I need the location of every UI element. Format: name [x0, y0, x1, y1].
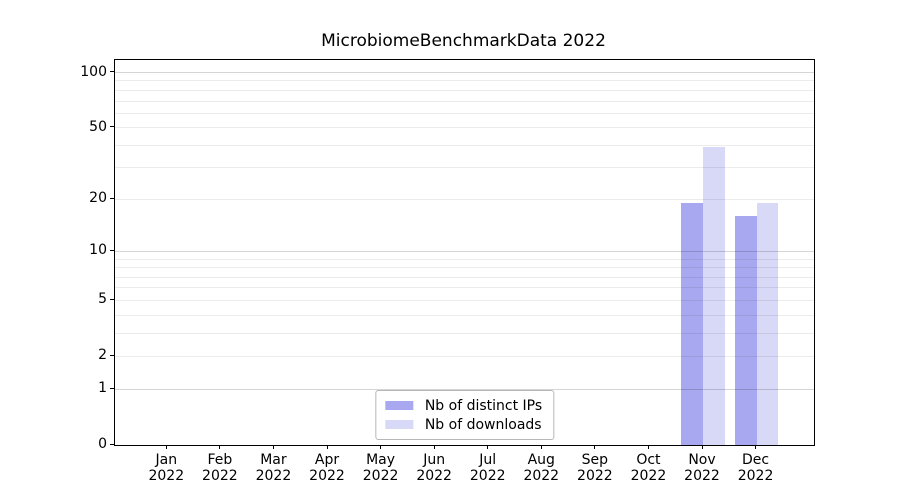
x-tick-jan [165, 445, 167, 449]
y-tick-label-5: 5 [98, 291, 107, 308]
gridline-minor-3 [115, 332, 814, 334]
gridline-minor-30 [115, 167, 814, 169]
gridlines-layer [115, 60, 814, 445]
legend-swatch-downloads [384, 420, 413, 429]
y-tick-100 [110, 71, 114, 73]
x-tick-label-jul: Jul 2022 [469, 452, 506, 484]
x-tick-mar [272, 445, 274, 449]
gridline-minor-70 [115, 100, 814, 102]
legend-label-downloads: Nb of downloads [424, 416, 542, 433]
y-tick-5 [110, 298, 114, 300]
gridline-major-100 [115, 72, 814, 74]
x-tick-may [380, 445, 382, 449]
x-tick-jul [487, 445, 489, 449]
x-tick-label-jan: Jan 2022 [148, 452, 185, 484]
plot-area: Nb of distinct IPs Nb of downloads [114, 59, 815, 446]
x-tick-aug [540, 445, 542, 449]
x-tick-label-aug: Aug 2022 [523, 452, 560, 484]
x-tick-apr [326, 445, 328, 449]
y-tick-label-1: 1 [98, 380, 107, 397]
gridline-minor-6 [115, 287, 814, 289]
gridline-major-10 [115, 251, 814, 252]
x-tick-label-oct: Oct 2022 [630, 452, 667, 484]
x-tick-label-mar: Mar 2022 [255, 452, 292, 484]
gridline-minor-4 [115, 314, 814, 316]
x-tick-label-nov: Nov 2022 [684, 452, 720, 484]
x-tick-label-may: May 2022 [362, 452, 399, 484]
legend-label-distinct-ips: Nb of distinct IPs [424, 397, 543, 414]
bar-nov-distinct-ips [681, 203, 703, 445]
y-tick-label-0: 0 [98, 436, 107, 452]
chart-title: MicrobiomeBenchmarkData 2022 [321, 31, 606, 51]
y-tick-label-20: 20 [89, 190, 107, 207]
bar-dec-distinct-ips [734, 216, 757, 445]
gridline-minor-80 [115, 89, 814, 91]
y-tick-50 [110, 126, 114, 128]
bars-layer [115, 60, 814, 445]
gridline-minor-2 [115, 355, 814, 357]
bar-dec-downloads [756, 203, 779, 445]
x-tick-feb [219, 445, 221, 449]
x-tick-label-dec: Dec 2022 [737, 452, 774, 484]
gridline-minor-5 [115, 299, 814, 301]
y-tick-2 [110, 354, 114, 356]
gridline-minor-40 [115, 144, 814, 146]
y-tick-1 [110, 387, 114, 389]
x-tick-label-feb: Feb 2022 [202, 452, 238, 484]
y-tick-label-50: 50 [89, 118, 107, 135]
x-tick-jun [433, 445, 435, 449]
x-tick-dec [755, 445, 757, 449]
legend-swatch-distinct-ips [384, 401, 413, 410]
y-tick-20 [110, 197, 114, 199]
x-tick-nov [701, 445, 703, 449]
y-tick-label-100: 100 [80, 63, 107, 80]
y-tick-label-10: 10 [89, 242, 107, 259]
gridline-minor-60 [115, 112, 814, 114]
x-tick-label-jun: Jun 2022 [416, 452, 452, 484]
y-tick-label-2: 2 [98, 347, 107, 364]
x-tick-oct [647, 445, 649, 449]
x-tick-label-apr: Apr 2022 [309, 452, 345, 484]
gridline-minor-8 [115, 267, 814, 269]
legend: Nb of distinct IPs Nb of downloads [374, 390, 555, 440]
gridline-minor-7 [115, 276, 814, 278]
gridline-minor-20 [115, 198, 814, 200]
y-tick-0 [110, 443, 114, 445]
gridline-minor-50 [115, 127, 814, 129]
legend-item-downloads: Nb of downloads [384, 415, 542, 434]
gridline-major-1 [115, 388, 814, 390]
x-tick-label-sep: Sep 2022 [577, 452, 613, 484]
legend-item-distinct-ips: Nb of distinct IPs [384, 396, 543, 415]
y-tick-10 [110, 249, 114, 251]
bar-nov-downloads [703, 147, 725, 445]
x-tick-sep [594, 445, 596, 449]
gridline-minor-90 [115, 80, 814, 82]
gridline-minor-9 [115, 258, 814, 260]
